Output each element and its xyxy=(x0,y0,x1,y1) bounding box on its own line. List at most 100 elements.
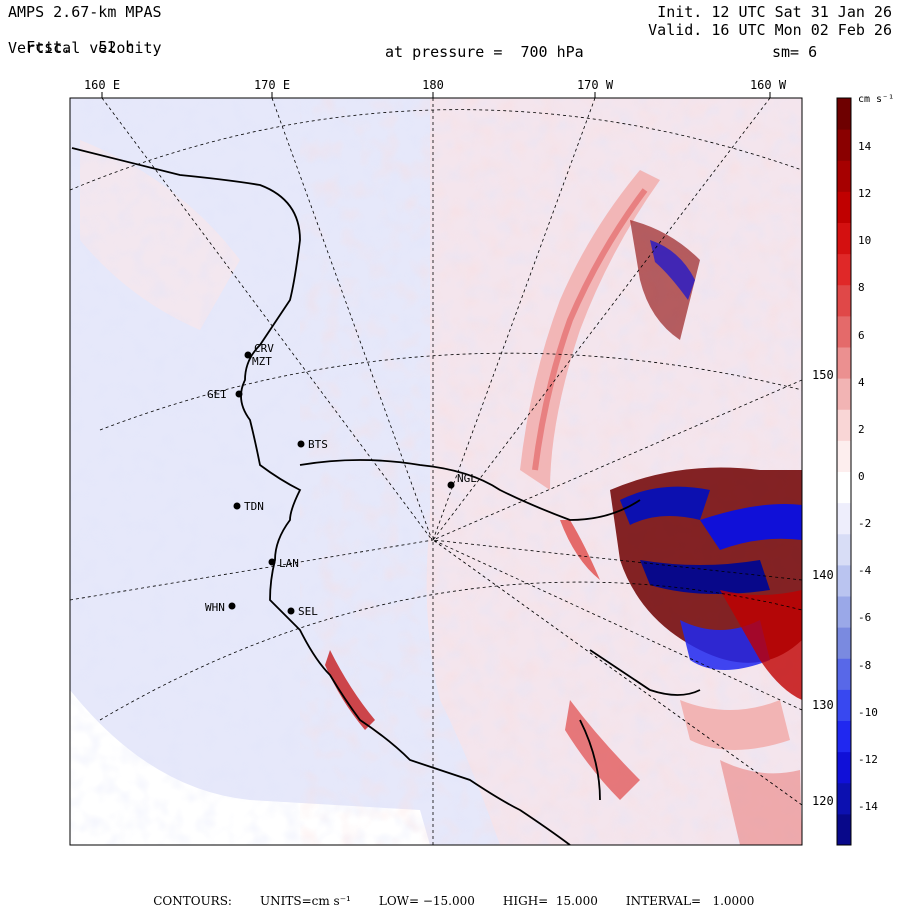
colorbar-tick-label: 4 xyxy=(858,375,865,389)
station-markers: CRV MZT GEI BTS TDN LAN WHN SEL xyxy=(205,342,477,618)
colorbar-swatch xyxy=(837,813,851,846)
station-ngl-label: NGL xyxy=(457,472,477,485)
low-value: LOW= −15.000 xyxy=(378,894,475,908)
colorbar-tick-label: 14 xyxy=(858,140,872,153)
colorbar-swatch xyxy=(837,315,851,348)
model-title: AMPS 2.67-km MPAS xyxy=(8,3,162,21)
colorbar-tick-label: -12 xyxy=(858,752,878,766)
station-bts: BTS xyxy=(297,438,328,451)
colorbar-units: cm s⁻¹ xyxy=(858,94,895,105)
station-lan-dot xyxy=(268,558,276,566)
colorbar-swatch xyxy=(837,689,851,721)
station-sel-label: SEL xyxy=(298,605,318,618)
station-whn-label: WHN xyxy=(205,601,225,614)
intense-blue-band-2 xyxy=(700,504,802,550)
map-frame xyxy=(69,97,803,846)
contour-info: CONTOURS: UNITS=cm s⁻¹ LOW= −15.000 HIGH= 1… xyxy=(0,880,900,908)
colorbar-tick-label: -4 xyxy=(858,564,872,578)
colorbar-swatch xyxy=(837,502,851,535)
contours-label: CONTOURS: xyxy=(153,894,232,908)
colorbar-swatch xyxy=(837,378,851,410)
meridian-160w xyxy=(432,98,771,541)
red-streak-core xyxy=(532,188,648,471)
valid-time: Valid. 16 UTC Mon 02 Feb 26 xyxy=(648,21,892,39)
map-field xyxy=(70,98,802,845)
meridian-130w xyxy=(432,539,802,711)
lon-label-170w: 170 W xyxy=(576,78,614,92)
colorbar-swatch xyxy=(837,347,851,379)
meridian-170e xyxy=(271,98,433,541)
top-ticks xyxy=(101,92,771,98)
meridian-150e xyxy=(70,539,434,601)
station-gei-dot xyxy=(235,390,243,398)
colorbar-tick-label: -2 xyxy=(858,517,872,531)
wave-pattern-ne-blue xyxy=(650,240,695,300)
meridian-120w xyxy=(432,539,802,806)
field-name: Vertical velocity xyxy=(8,39,162,57)
station-whn: WHN xyxy=(205,601,236,614)
meridian-160e xyxy=(101,98,433,541)
units-text: UNITS=cm s⁻¹ xyxy=(259,894,351,908)
wave-pattern-ne xyxy=(630,220,700,340)
station-sel-dot xyxy=(287,607,295,615)
lon-label-160w: 160 W xyxy=(749,78,787,92)
colorbar-swatch xyxy=(837,782,851,815)
init-time: Init. 12 UTC Sat 31 Jan 26 xyxy=(657,3,892,21)
lon-label-160e: 160 E xyxy=(83,78,121,92)
colorbar-swatch xyxy=(837,658,851,690)
lon-label-180: 180 xyxy=(422,78,444,92)
colorbar xyxy=(836,97,852,846)
station-tdn-label: TDN xyxy=(244,500,264,513)
colorbar-tick-label: -8 xyxy=(858,658,872,672)
lon-label-170e: 170 E xyxy=(253,78,291,92)
station-tdn-dot xyxy=(233,502,241,510)
red-streak-band xyxy=(520,170,660,490)
colorbar-swatch xyxy=(837,222,851,255)
parallel-1 xyxy=(70,109,802,191)
colorbar-swatch xyxy=(837,98,851,130)
station-lan-label: LAN xyxy=(279,557,299,570)
station-sel: SEL xyxy=(287,605,318,618)
parallel-2 xyxy=(99,352,802,431)
forecast-hour: Fcst. 52 h xyxy=(8,22,134,56)
pressure-level: at pressure = 700 hPa xyxy=(385,43,584,61)
station-ngl-dot xyxy=(447,481,455,489)
meridian-140w xyxy=(432,539,802,581)
colorbar-tick-label: 0 xyxy=(858,470,865,483)
interval-value: INTERVAL= 1.0000 xyxy=(625,894,755,908)
station-gei-label: GEI xyxy=(207,388,227,401)
colorbar-swatch xyxy=(837,720,851,753)
colorbar-tick-label: 12 xyxy=(858,187,872,201)
colorbar-tick-label: 6 xyxy=(858,328,865,342)
coastline-south xyxy=(579,719,601,801)
intense-blue-band-3 xyxy=(640,560,770,594)
meridian-150w xyxy=(432,379,802,541)
colorbar-swatch xyxy=(837,129,851,161)
colorbar-swatch xyxy=(837,533,851,566)
intense-blue-band xyxy=(620,486,710,525)
colorbar-swatch xyxy=(837,284,851,317)
colorbar-swatch xyxy=(837,471,851,504)
colorbar-frame xyxy=(836,97,852,846)
station-crv-label: CRV xyxy=(254,342,274,355)
station-mzt-label: MZT xyxy=(252,355,272,368)
colorbar-swatch xyxy=(837,409,851,441)
parallel-3 xyxy=(99,581,802,721)
red-band-east xyxy=(720,590,802,700)
station-crv-dot xyxy=(244,351,252,359)
colorbar-tick-label: -14 xyxy=(858,800,878,813)
colorbar-swatch xyxy=(837,253,851,286)
coastline-west xyxy=(71,147,571,845)
colorbar-tick-label: 2 xyxy=(858,422,865,436)
station-bts-dot xyxy=(297,440,305,448)
station-whn-dot xyxy=(228,602,236,610)
station-ngl: NGL xyxy=(447,472,477,489)
station-tdn: TDN xyxy=(233,500,264,513)
smoothing-value: sm= 6 xyxy=(772,43,818,61)
pink-cells-corner xyxy=(720,760,802,845)
colorbar-swatch xyxy=(837,596,851,628)
meridian-170w xyxy=(432,98,596,541)
station-gei: GEI xyxy=(207,388,243,401)
station-mzt: MZT xyxy=(252,355,272,368)
colorbar-tick-label: -10 xyxy=(858,705,878,719)
